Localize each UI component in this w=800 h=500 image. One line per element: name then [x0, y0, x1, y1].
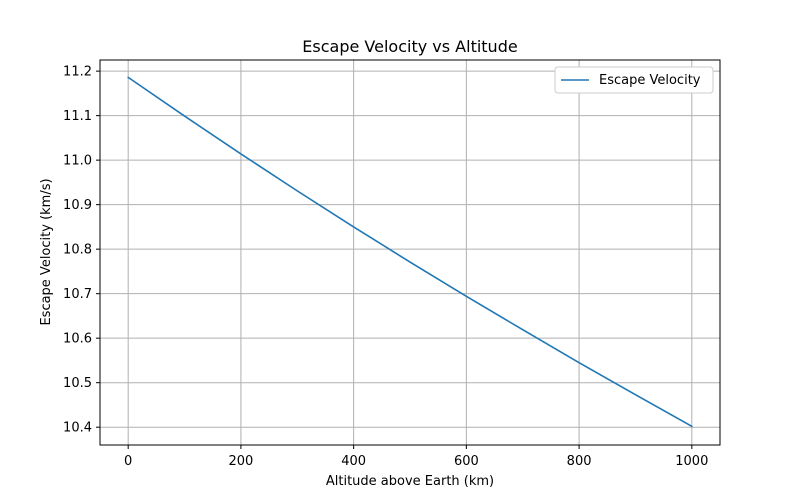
y-axis-label: Escape Velocity (km/s): [39, 178, 54, 325]
x-axis-label: Altitude above Earth (km): [326, 474, 494, 489]
legend-label-escape-velocity: Escape Velocity: [599, 73, 701, 88]
x-tick-label: 1000: [675, 454, 708, 469]
y-tick-label: 11.0: [63, 154, 92, 169]
y-tick-label: 10.9: [63, 198, 92, 213]
x-tick-label: 200: [228, 454, 253, 469]
grid: [100, 60, 720, 445]
legend: Escape Velocity: [554, 66, 714, 94]
x-tick-label: 600: [454, 454, 479, 469]
y-tick-label: 11.1: [63, 109, 92, 124]
y-tick-label: 10.5: [63, 376, 92, 391]
legend-box: [554, 66, 714, 94]
x-tick-label: 800: [567, 454, 592, 469]
plot-frame: [99, 59, 721, 446]
y-tick-label: 10.4: [63, 421, 92, 436]
series-line-escape-velocity: [127, 76, 693, 428]
axis-ticks: 0 200 400 600 800 1000 10.4 10.5 10.6 10.7 10.8 10.…: [63, 65, 708, 469]
y-tick-label: 10.7: [63, 287, 92, 302]
x-tick-label: 400: [341, 454, 366, 469]
y-tick-label: 10.8: [63, 243, 92, 258]
x-tick-label: 0: [124, 454, 132, 469]
series-lines: [127, 76, 693, 428]
chart-title: Escape Velocity vs Altitude: [302, 37, 517, 56]
y-tick-label: 11.2: [63, 65, 92, 80]
y-tick-label: 10.6: [63, 332, 92, 347]
